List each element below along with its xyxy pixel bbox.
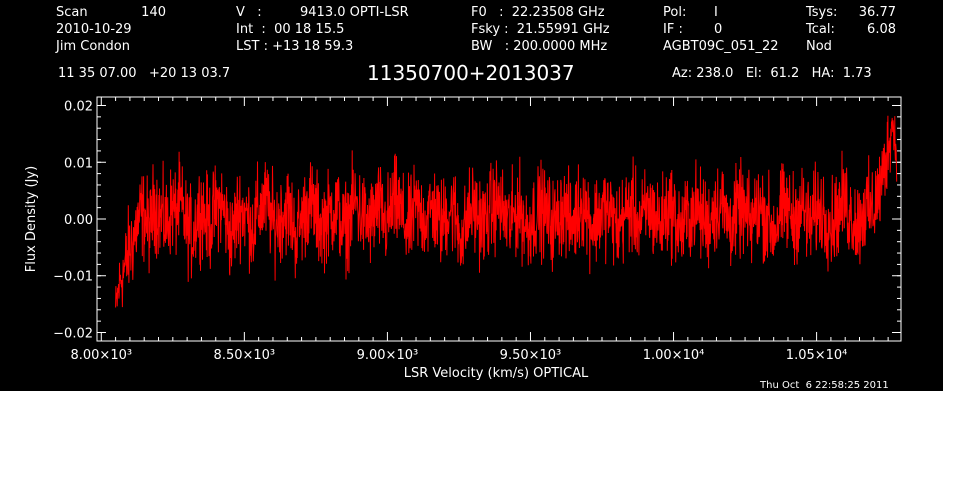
y-tick-label: 0.01 xyxy=(64,156,93,171)
tsys-label: Tsys: xyxy=(806,5,838,20)
f0-line: F0 : 22.23508 GHz xyxy=(471,5,605,20)
bandwidth-line: BW : 200.0000 MHz xyxy=(471,39,608,54)
integration-time: Int : 00 18 15.5 xyxy=(236,22,345,37)
y-tick-label: −0.01 xyxy=(53,270,93,285)
x-tick-label: 9.50×10³ xyxy=(500,348,562,363)
project-id: AGBT09C_051_22 xyxy=(663,39,779,54)
source-coordinates: 11 35 07.00 +20 13 03.7 xyxy=(58,66,231,81)
x-tick-label: 1.00×10⁴ xyxy=(643,348,705,363)
y-axis-ticks: −0.02 −0.01 0.00 0.01 0.02 xyxy=(53,100,901,341)
x-tick-label: 1.05×10⁴ xyxy=(786,348,848,363)
scan-number: 140 xyxy=(141,5,166,20)
generation-timestamp: Thu Oct 6 22:58:25 2011 xyxy=(760,380,889,391)
spectrum-plot: 8.00×10³ 8.50×10³ 9.00×10³ 9.50×10³ 1.00×10⁴… xyxy=(24,96,902,381)
if-label: IF : xyxy=(663,22,683,37)
pol-label: Pol: xyxy=(663,5,687,20)
spectrum-trace xyxy=(115,115,898,308)
tcal-value: 6.08 xyxy=(867,22,896,37)
x-axis-label: LSR Velocity (km/s) OPTICAL xyxy=(404,366,589,381)
x-axis-ticks: 8.00×10³ 8.50×10³ 9.00×10³ 9.50×10³ 1.00×10⁴… xyxy=(70,97,889,363)
y-tick-label: 0.00 xyxy=(64,213,93,228)
plot-panel: Scan 140 V : 9413.0 OPTI-LSR F0 : 22.235… xyxy=(0,0,943,391)
observer-name: Jim Condon xyxy=(56,39,130,54)
y-tick-label: −0.02 xyxy=(53,326,93,341)
az-el-ha: Az: 238.0 El: 61.2 HA: 1.73 xyxy=(672,66,872,81)
velocity-value: 9413.0 OPTI-LSR xyxy=(300,5,409,20)
lst-line: LST : +13 18 59.3 xyxy=(236,39,354,54)
pol-value: I xyxy=(714,5,718,20)
y-axis-label: Flux Density (Jy) xyxy=(24,166,39,272)
source-name: 11350700+2013037 xyxy=(367,61,575,85)
x-tick-label: 8.50×10³ xyxy=(214,348,276,363)
fsky-line: Fsky : 21.55991 GHz xyxy=(471,22,610,37)
x-tick-label: 8.00×10³ xyxy=(70,348,132,363)
tsys-value: 36.77 xyxy=(858,5,896,20)
y-tick-label: 0.02 xyxy=(64,100,93,115)
if-value: 0 xyxy=(714,22,723,37)
velocity-label: V : xyxy=(236,5,262,20)
observation-date: 2010-10-29 xyxy=(56,22,132,37)
x-tick-label: 9.00×10³ xyxy=(357,348,419,363)
tcal-label: Tcal: xyxy=(806,22,835,37)
observing-mode: Nod xyxy=(806,39,832,54)
scan-label: Scan xyxy=(56,5,88,20)
